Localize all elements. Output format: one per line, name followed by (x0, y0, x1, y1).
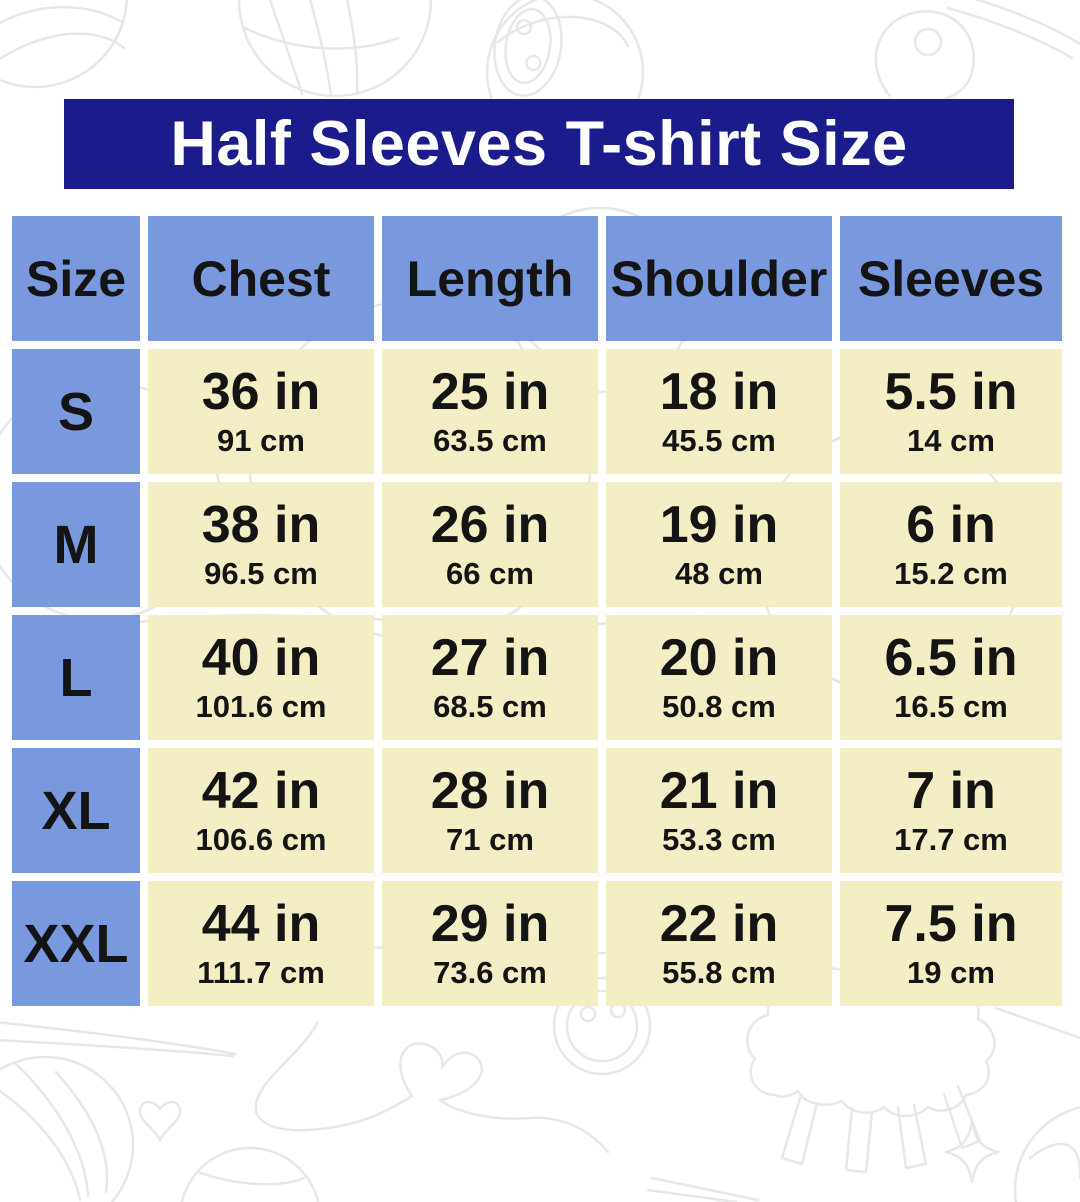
sparkle-icon (944, 1120, 1000, 1184)
row-label-xl: XL (12, 748, 140, 873)
inches-value: 18 in (659, 362, 779, 421)
cell-m-length: 26 in 66 cm (382, 482, 598, 607)
yarn-ball-icon (0, 1055, 135, 1202)
cm-value: 50.8 cm (662, 689, 776, 725)
crochet-hook-icon (0, 1021, 237, 1058)
cm-value: 55.8 cm (662, 955, 776, 991)
cm-value: 63.5 cm (433, 423, 547, 459)
cm-value: 53.3 cm (662, 822, 776, 858)
inches-value: 29 in (430, 894, 550, 953)
cm-value: 71 cm (446, 822, 534, 858)
row-label-l: L (12, 615, 140, 740)
inches-value: 21 in (659, 761, 779, 820)
cm-value: 73.6 cm (433, 955, 547, 991)
yarn-ball-icon (0, 0, 129, 89)
inches-value: 27 in (430, 628, 550, 687)
size-table: Size Chest Length Shoulder Sleeves S 36 … (12, 216, 1062, 1006)
inches-value: 7 in (906, 761, 996, 820)
column-header-length: Length (382, 216, 598, 341)
row-label-m: M (12, 482, 140, 607)
column-header-size: Size (12, 216, 140, 341)
inches-value: 6 in (906, 495, 996, 554)
thread-icon (994, 1006, 1080, 1040)
cell-l-shoulder: 20 in 50.8 cm (606, 615, 832, 740)
safety-pin-icon (874, 10, 976, 105)
cell-xl-sleeves: 7 in 17.7 cm (840, 748, 1062, 873)
inches-value: 22 in (659, 894, 779, 953)
cell-xl-length: 28 in 71 cm (382, 748, 598, 873)
cm-value: 66 cm (446, 556, 534, 592)
cm-value: 48 cm (675, 556, 763, 592)
thread-heart-icon (254, 1020, 610, 1154)
cm-value: 16.5 cm (894, 689, 1008, 725)
column-header-shoulder: Shoulder (606, 216, 832, 341)
inches-value: 6.5 in (884, 628, 1018, 687)
inches-value: 20 in (659, 628, 779, 687)
page-title: Half Sleeves T-shirt Size (170, 109, 908, 179)
cm-value: 45.5 cm (662, 423, 776, 459)
inches-value: 19 in (659, 495, 779, 554)
cell-l-sleeves: 6.5 in 16.5 cm (840, 615, 1062, 740)
yarn-ball-icon (180, 1146, 320, 1202)
inches-value: 25 in (430, 362, 550, 421)
cell-s-shoulder: 18 in 45.5 cm (606, 349, 832, 474)
yarn-ball-icon (1013, 1106, 1080, 1202)
yarn-ball-icon (237, 0, 433, 98)
inches-value: 28 in (430, 761, 550, 820)
cell-xxl-length: 29 in 73.6 cm (382, 881, 598, 1006)
knitting-needle-icon (646, 1176, 760, 1202)
cell-l-chest: 40 in 101.6 cm (148, 615, 374, 740)
cell-s-length: 25 in 63.5 cm (382, 349, 598, 474)
cm-value: 14 cm (907, 423, 995, 459)
cell-xxl-chest: 44 in 111.7 cm (148, 881, 374, 1006)
cell-m-sleeves: 6 in 15.2 cm (840, 482, 1062, 607)
inches-value: 7.5 in (884, 894, 1018, 953)
inches-value: 42 in (201, 761, 321, 820)
heart-icon (138, 1100, 182, 1142)
inches-value: 40 in (201, 628, 321, 687)
cell-l-length: 27 in 68.5 cm (382, 615, 598, 740)
row-label-s: S (12, 349, 140, 474)
column-header-chest: Chest (148, 216, 374, 341)
cm-value: 106.6 cm (195, 822, 327, 858)
column-header-sleeves: Sleeves (840, 216, 1062, 341)
title-banner: Half Sleeves T-shirt Size (64, 99, 1014, 189)
cell-m-chest: 38 in 96.5 cm (148, 482, 374, 607)
inches-value: 44 in (201, 894, 321, 953)
cm-value: 17.7 cm (894, 822, 1008, 858)
cell-xl-shoulder: 21 in 53.3 cm (606, 748, 832, 873)
row-label-xxl: XXL (12, 881, 140, 1006)
cm-value: 91 cm (217, 423, 305, 459)
cm-value: 68.5 cm (433, 689, 547, 725)
cell-m-shoulder: 19 in 48 cm (606, 482, 832, 607)
inches-value: 26 in (430, 495, 550, 554)
cm-value: 15.2 cm (894, 556, 1008, 592)
button-icon (493, 0, 563, 97)
inches-value: 5.5 in (884, 362, 1018, 421)
cm-value: 19 cm (907, 955, 995, 991)
cell-s-chest: 36 in 91 cm (148, 349, 374, 474)
inches-value: 38 in (201, 495, 321, 554)
cell-xl-chest: 42 in 106.6 cm (148, 748, 374, 873)
cell-xxl-shoulder: 22 in 55.8 cm (606, 881, 832, 1006)
knitting-needle-icon (946, 0, 1080, 60)
cell-xxl-sleeves: 7.5 in 19 cm (840, 881, 1062, 1006)
cell-s-sleeves: 5.5 in 14 cm (840, 349, 1062, 474)
cm-value: 101.6 cm (195, 689, 327, 725)
cm-value: 96.5 cm (204, 556, 318, 592)
inches-value: 36 in (201, 362, 321, 421)
cm-value: 111.7 cm (197, 955, 325, 991)
